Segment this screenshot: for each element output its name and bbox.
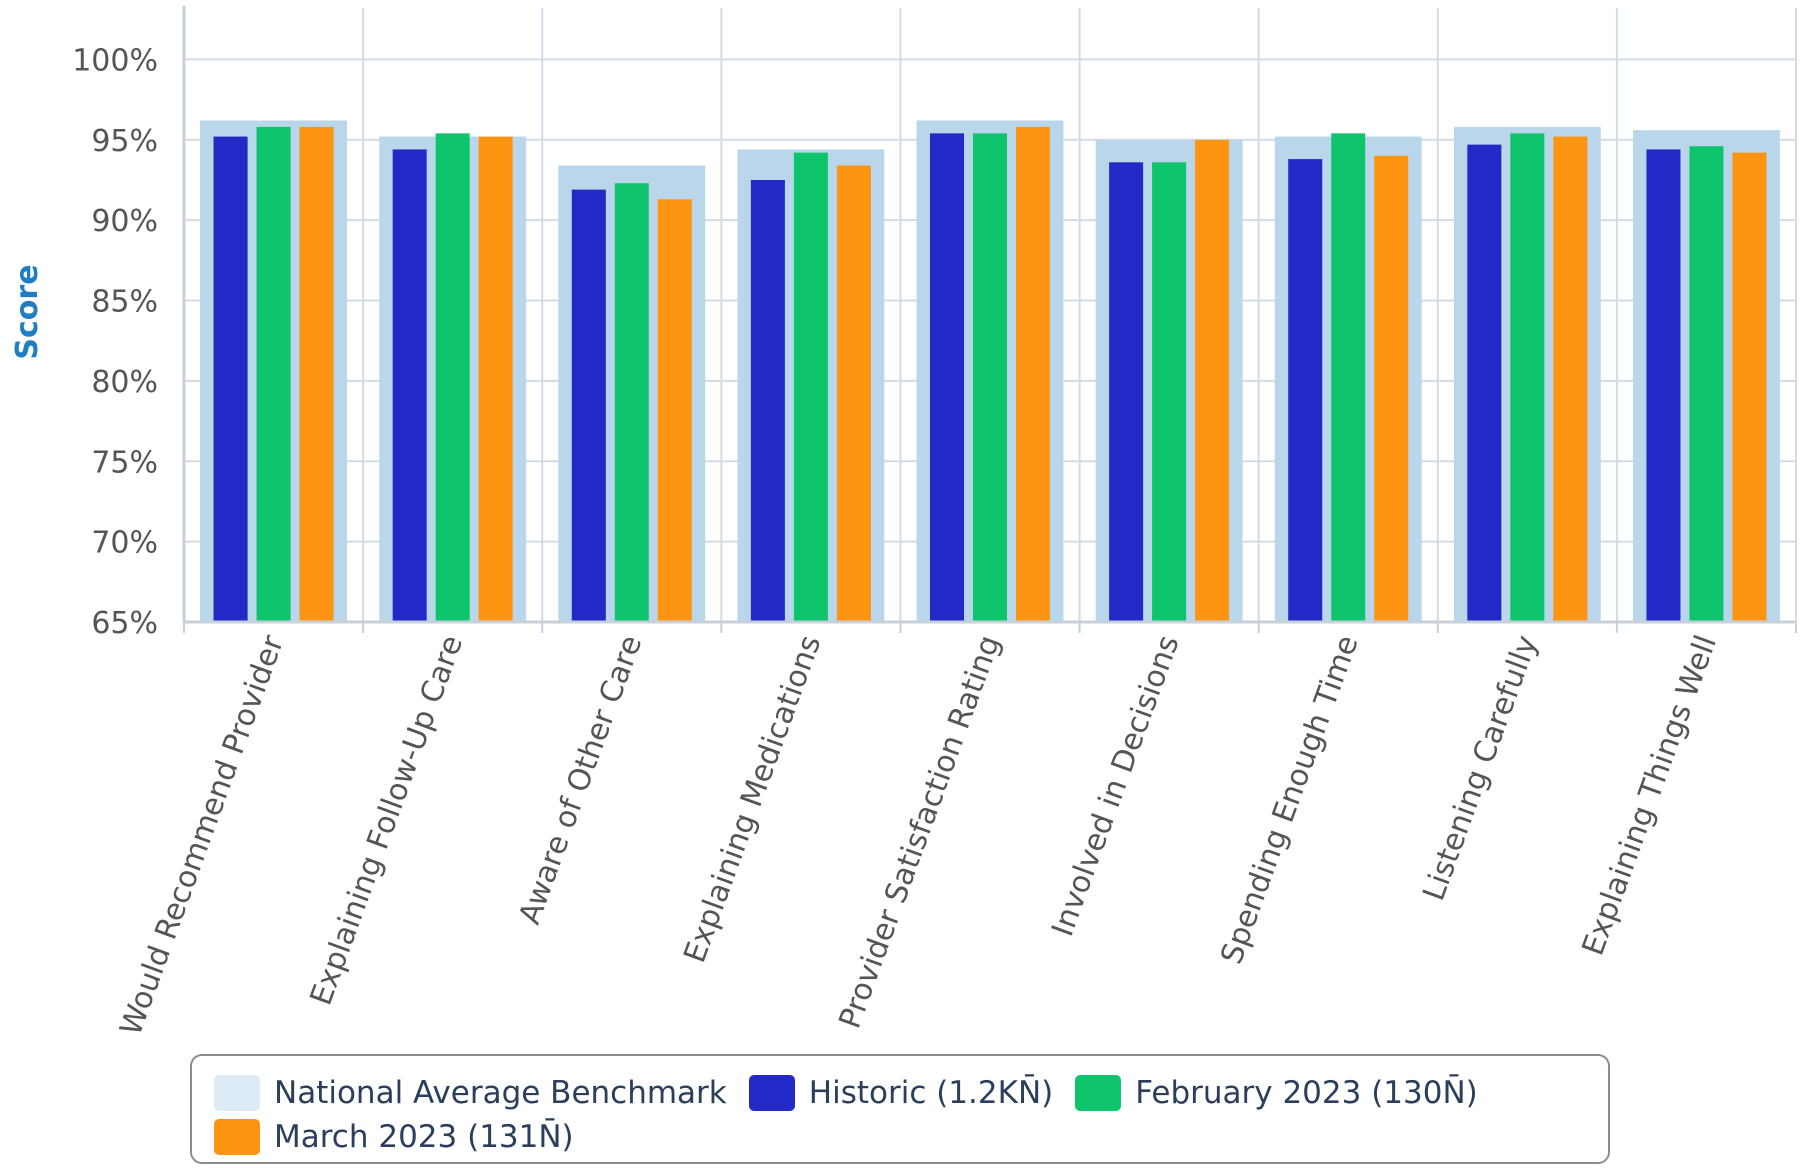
bar bbox=[435, 133, 470, 622]
legend-item[interactable]: National Average Benchmark bbox=[214, 1074, 727, 1112]
category-label: Aware of Other Care bbox=[512, 631, 649, 929]
category-label: Explaining Medications bbox=[677, 631, 828, 968]
bar bbox=[1374, 155, 1409, 623]
bar bbox=[1646, 149, 1681, 623]
legend-label: March 2023 (131N̄) bbox=[274, 1119, 574, 1155]
category-label: Spending Enough Time bbox=[1214, 631, 1366, 969]
bar bbox=[1732, 152, 1767, 623]
bar bbox=[614, 183, 649, 622]
y-tick-label: 95% bbox=[91, 124, 158, 159]
bar bbox=[1331, 133, 1366, 622]
category-label: Listening Carefully bbox=[1416, 631, 1544, 905]
bar bbox=[1689, 146, 1724, 623]
legend-swatch bbox=[748, 1075, 795, 1111]
bar bbox=[571, 189, 606, 622]
bar bbox=[929, 133, 965, 622]
legend-item[interactable]: March 2023 (131N̄) bbox=[214, 1118, 574, 1156]
legend-label: February 2023 (130N̄) bbox=[1135, 1075, 1478, 1111]
bar bbox=[750, 179, 785, 622]
legend-label: National Average Benchmark bbox=[274, 1075, 727, 1111]
y-tick-label: 75% bbox=[91, 445, 158, 480]
bar bbox=[1510, 133, 1545, 622]
category-labels: Would Recommend Provider Explaining Follo… bbox=[114, 630, 1724, 1040]
bar-chart: 65% 70% 75% 80% 85% 90% 95% 100% Would Recommen… bbox=[10, 6, 1797, 1040]
category-label: Explaining Follow-Up Care bbox=[304, 631, 471, 1010]
category-label: Would Recommend Provider bbox=[114, 630, 292, 1040]
bar bbox=[478, 136, 513, 623]
category-label: Provider Satisfaction Rating bbox=[833, 631, 1008, 1033]
legend-item[interactable]: February 2023 (130N̄) bbox=[1075, 1074, 1478, 1112]
legend: National Average Benchmark Historic (1.2K… bbox=[190, 1054, 1610, 1164]
bar bbox=[299, 126, 334, 622]
y-tick-label: 80% bbox=[91, 365, 158, 400]
legend-swatch bbox=[1075, 1075, 1122, 1111]
y-tick-label: 85% bbox=[91, 285, 158, 320]
bar bbox=[1015, 126, 1051, 622]
y-tick-label: 65% bbox=[91, 606, 158, 641]
category-label: Explaining Things Well bbox=[1576, 631, 1724, 960]
axes bbox=[182, 6, 1797, 633]
y-tick-label: 70% bbox=[91, 526, 158, 561]
bar bbox=[793, 152, 828, 623]
bar bbox=[1109, 162, 1144, 623]
bar bbox=[972, 133, 1008, 622]
y-tick-label: 90% bbox=[91, 204, 158, 239]
bar bbox=[213, 136, 248, 623]
bar bbox=[1553, 136, 1588, 623]
category-label: Involved in Decisions bbox=[1045, 631, 1186, 941]
legend-swatch bbox=[214, 1075, 260, 1111]
bar bbox=[657, 199, 692, 622]
legend-item[interactable]: Historic (1.2KN̄) bbox=[748, 1074, 1054, 1112]
bar bbox=[256, 126, 291, 622]
series-bars bbox=[213, 126, 1767, 623]
bar bbox=[392, 149, 427, 623]
y-tick-label: 100% bbox=[72, 43, 158, 78]
bar bbox=[836, 165, 871, 623]
bar bbox=[1467, 144, 1502, 622]
legend-label: Historic (1.2KN̄) bbox=[808, 1075, 1054, 1111]
y-tick-labels: 65% 70% 75% 80% 85% 90% 95% 100% bbox=[72, 43, 158, 641]
bar bbox=[1288, 159, 1323, 623]
y-axis-title: Score bbox=[10, 264, 45, 359]
legend-swatch bbox=[214, 1119, 260, 1155]
bar bbox=[1195, 139, 1230, 623]
bar bbox=[1152, 162, 1187, 623]
